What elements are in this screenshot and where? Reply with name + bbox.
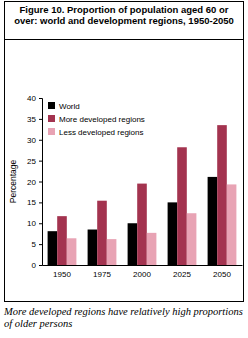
bar [88, 230, 98, 265]
y-tick-label: 10 [27, 219, 36, 228]
y-tick: 5 [32, 240, 42, 249]
bar [107, 239, 117, 265]
bar [147, 233, 157, 265]
x-axis: 1950 1975 2000 2025 2050 [43, 265, 243, 279]
x-tick: 1975 [93, 265, 111, 279]
y-tick: 25 [27, 157, 42, 166]
legend-swatch [48, 128, 55, 135]
bars [48, 125, 237, 265]
y-tick-mark [39, 140, 42, 141]
x-axis-line [43, 265, 243, 266]
x-tick: 1950 [53, 265, 71, 279]
y-tick-label: 5 [32, 240, 37, 249]
x-tick-label: 1950 [53, 270, 71, 279]
y-tick: 40 [27, 94, 42, 103]
x-tick-label: 2050 [213, 270, 231, 279]
y-tick-mark [39, 202, 42, 203]
bar [177, 147, 187, 265]
x-tick-label: 1975 [93, 270, 111, 279]
bar [67, 238, 77, 265]
y-tick: 35 [27, 115, 42, 124]
x-tick-label: 2000 [133, 270, 151, 279]
y-tick: 0 [32, 261, 42, 270]
legend-label: More developed regions [59, 115, 145, 124]
y-tick-label: 0 [32, 261, 37, 270]
y-tick: 30 [27, 136, 42, 145]
y-tick: 20 [27, 178, 42, 187]
y-tick-mark [39, 161, 42, 162]
y-tick: 10 [27, 219, 42, 228]
legend: World More developed regions Less develope… [48, 102, 145, 137]
y-tick-mark [39, 265, 42, 266]
y-tick-mark [39, 98, 42, 99]
title-divider [5, 39, 244, 40]
y-tick-mark [39, 119, 42, 120]
bar [208, 177, 218, 265]
y-tick-label: 15 [27, 198, 36, 207]
legend-label: Less developed regions [59, 128, 144, 137]
y-tick-mark [39, 182, 42, 183]
y-tick: 15 [27, 198, 42, 207]
y-axis-title: Percentage [8, 159, 18, 203]
bar [168, 202, 178, 265]
bar [187, 213, 197, 265]
frame [5, 2, 244, 302]
bar [57, 216, 67, 265]
y-tick-label: 25 [27, 157, 36, 166]
x-tick: 2050 [213, 265, 231, 279]
bar [48, 231, 58, 265]
legend-label: World [59, 102, 80, 111]
caption: More developed regions have relatively h… [4, 306, 246, 330]
y-axis-line [39, 99, 43, 266]
legend-swatch [48, 115, 55, 122]
bar [227, 184, 237, 265]
x-tick-label: 2025 [173, 270, 191, 279]
y-tick-mark [39, 244, 42, 245]
x-tick: 2025 [173, 265, 191, 279]
y-axis: 0 5 10 15 20 25 30 35 40 [27, 94, 42, 270]
y-tick-label: 40 [27, 94, 36, 103]
chart: 051015202530354019501975200020252050Perc… [0, 0, 248, 338]
bar [137, 184, 147, 265]
legend-swatch [48, 102, 55, 109]
bar [217, 125, 227, 265]
y-tick-label: 30 [27, 136, 36, 145]
x-tick: 2000 [133, 265, 151, 279]
chart-title: Figure 10. Proportion of population aged… [8, 4, 240, 26]
y-tick-mark [39, 223, 42, 224]
bar [128, 223, 138, 265]
bar [97, 201, 107, 265]
y-tick-label: 35 [27, 115, 36, 124]
y-tick-label: 20 [27, 178, 36, 187]
